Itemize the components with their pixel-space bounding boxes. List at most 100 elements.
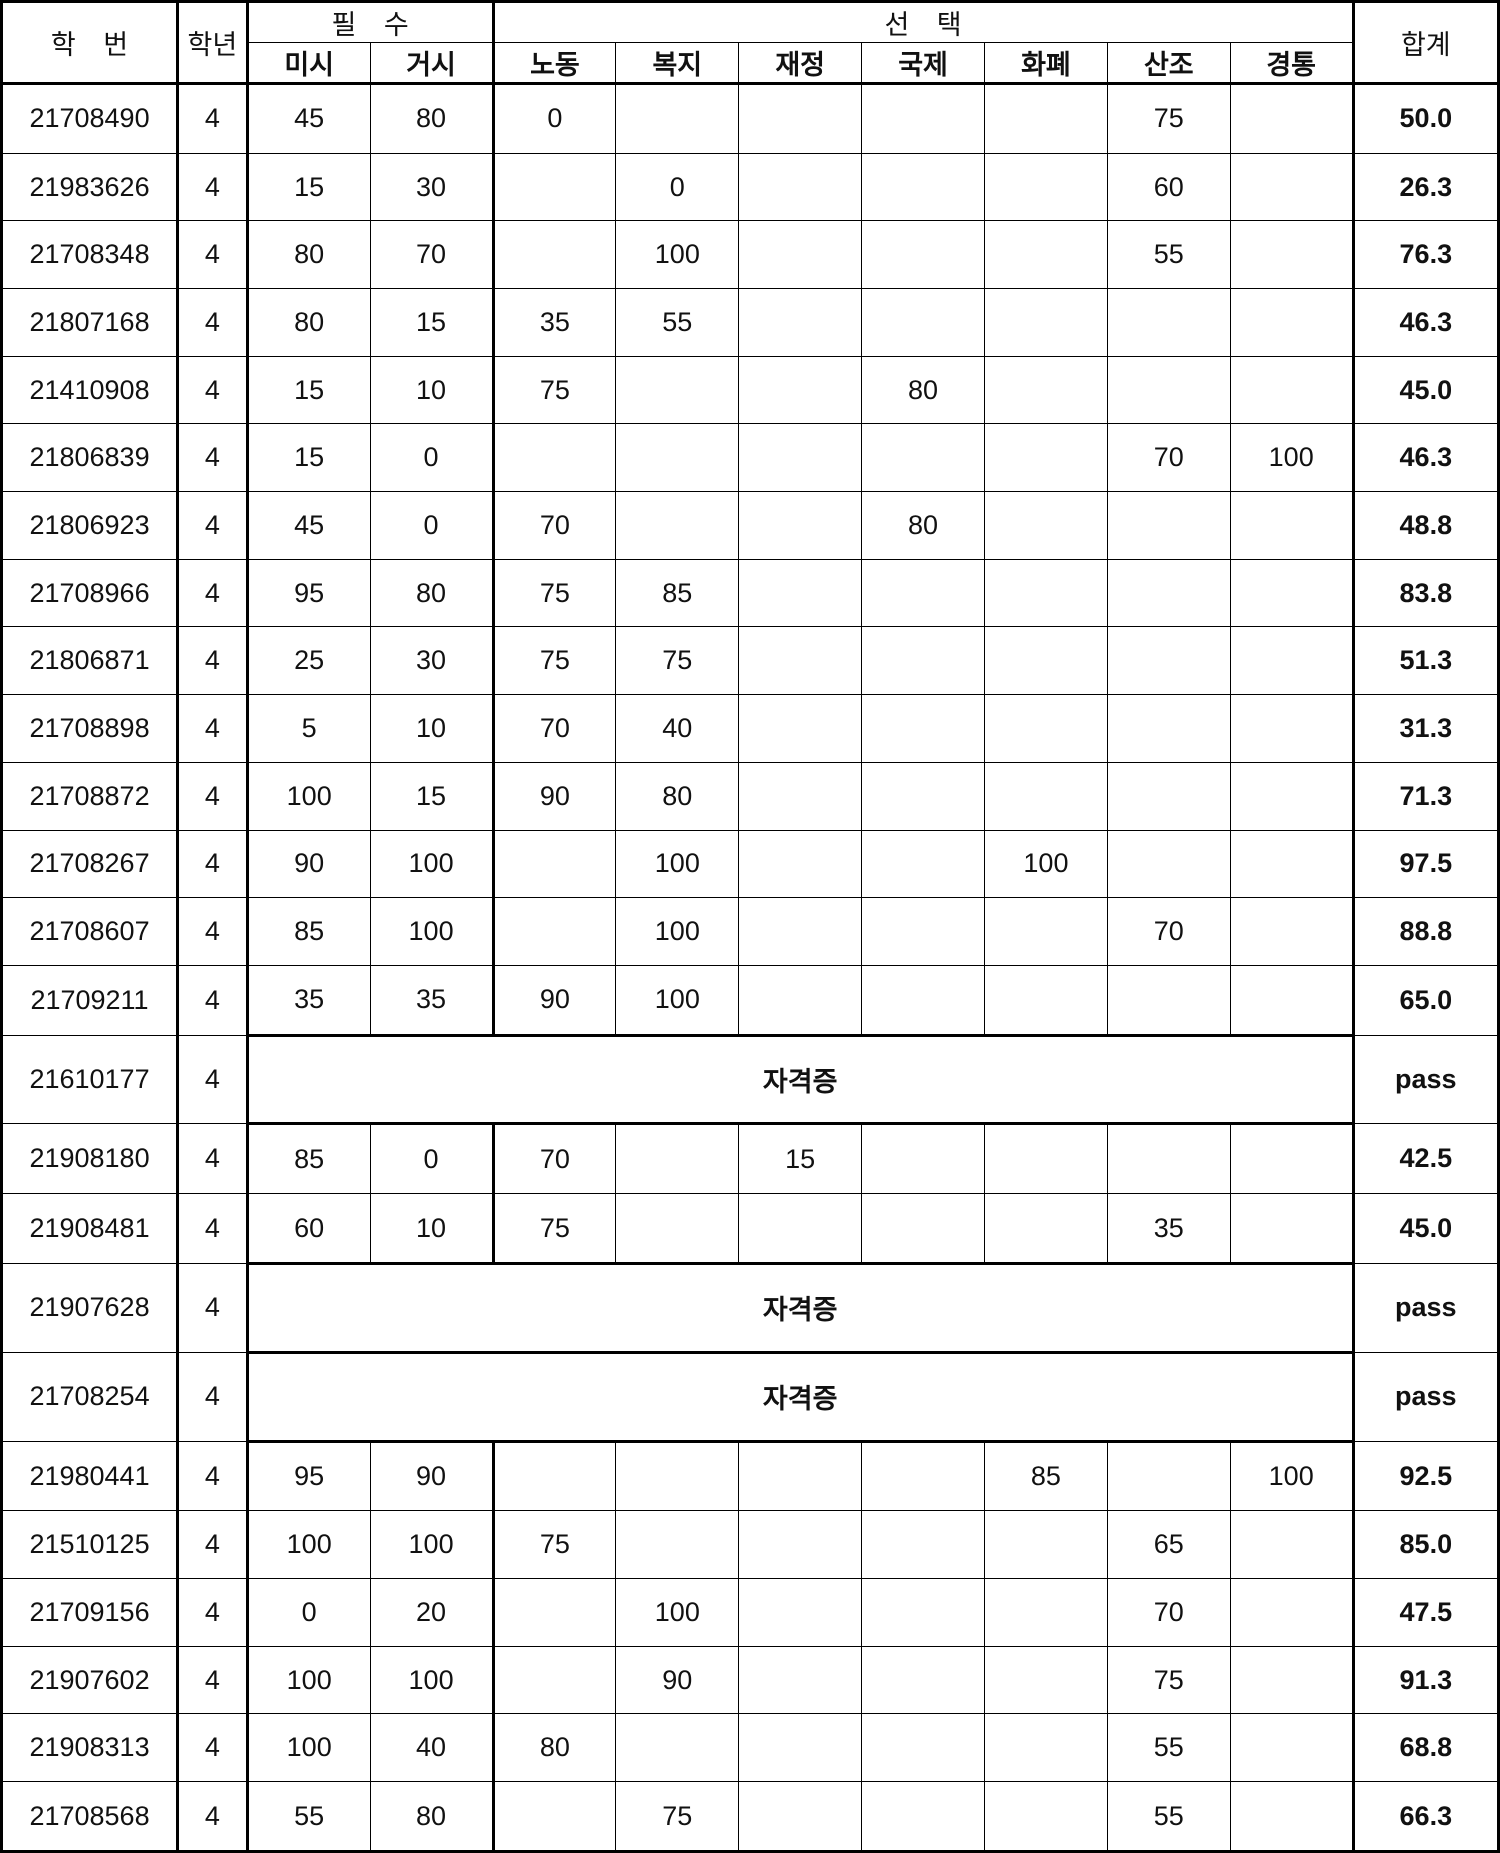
table-row: 21807168 4 80 15 35 55 46.3 (0, 288, 1500, 357)
cell-student-id: 21708898 (0, 694, 180, 763)
cell-score-macro: 0 (369, 1123, 495, 1195)
table-row: 21708254 4 자격증 pass (0, 1350, 1500, 1443)
cell-score-finance (738, 694, 863, 763)
cell-total: 47.5 (1352, 1578, 1500, 1647)
cell-score-macro: 100 (369, 829, 495, 899)
cell-score-industrial (1106, 1440, 1231, 1512)
cell-score-welfare: 100 (615, 220, 740, 290)
cell-student-id: 21709211 (0, 964, 180, 1036)
cell-total: pass (1352, 1263, 1500, 1353)
cell-score-international (861, 288, 985, 357)
cell-year: 4 (177, 964, 249, 1036)
cell-score-econometrics (1229, 355, 1355, 425)
cell-score-welfare: 75 (615, 1781, 740, 1853)
cell-score-micro: 85 (246, 897, 371, 966)
table-row: 21806923 4 45 0 70 80 48.8 (0, 491, 1500, 560)
cell-score-welfare: 100 (615, 829, 740, 899)
cell-score-labor (492, 1578, 617, 1647)
cell-score-finance (738, 288, 863, 357)
cell-score-welfare: 100 (615, 1578, 740, 1647)
cell-score-welfare (615, 1123, 740, 1195)
cell-score-micro: 90 (246, 829, 371, 899)
cell-score-micro: 95 (246, 558, 371, 628)
cell-score-labor: 70 (492, 1123, 617, 1195)
cell-score-finance (738, 1578, 863, 1647)
cell-total: 92.5 (1352, 1440, 1500, 1512)
cell-year: 4 (177, 83, 249, 154)
table-row: 21708490 4 45 80 0 75 50.0 (0, 83, 1500, 154)
table-row: 21708348 4 80 70 100 55 76.3 (0, 220, 1500, 290)
cell-score-labor (492, 1645, 617, 1715)
cell-score-industrial: 55 (1106, 220, 1231, 290)
cell-score-welfare (615, 491, 740, 560)
cell-score-labor: 75 (492, 626, 617, 696)
cell-score-econometrics (1229, 626, 1355, 696)
column-header-industrial: 산조 (1106, 42, 1231, 85)
cell-score-micro: 15 (246, 355, 371, 425)
cell-score-labor: 75 (492, 355, 617, 425)
table-row: 21908180 4 85 0 70 15 42.5 (0, 1123, 1500, 1195)
cell-score-money (984, 1578, 1108, 1647)
table-row: 21708568 4 55 80 75 55 66.3 (0, 1781, 1500, 1853)
cell-total: 66.3 (1352, 1781, 1500, 1853)
cell-score-macro: 80 (369, 83, 495, 154)
cell-score-econometrics (1229, 220, 1355, 290)
cell-score-labor: 35 (492, 288, 617, 357)
cell-score-international (861, 761, 985, 831)
cell-score-money (984, 1713, 1108, 1783)
cell-score-labor: 90 (492, 761, 617, 831)
cell-score-international (861, 1510, 985, 1580)
cell-score-finance (738, 1440, 863, 1512)
cell-score-money (984, 288, 1108, 357)
cell-total: 71.3 (1352, 761, 1500, 831)
cell-score-welfare: 85 (615, 558, 740, 628)
cell-score-international (861, 1193, 985, 1264)
cell-score-industrial: 65 (1106, 1510, 1231, 1580)
cell-score-labor (492, 152, 617, 222)
cell-score-econometrics (1229, 558, 1355, 628)
cell-student-id: 21708872 (0, 761, 180, 831)
cell-score-money (984, 355, 1108, 425)
column-header-welfare: 복지 (615, 42, 740, 85)
table-row: 21806839 4 15 0 70 100 46.3 (0, 423, 1500, 493)
cell-score-micro: 15 (246, 152, 371, 222)
cell-score-international (861, 626, 985, 696)
cell-certificate: 자격증 (246, 1033, 1355, 1126)
table-row: 21410908 4 15 10 75 80 45.0 (0, 355, 1500, 425)
cell-score-micro: 100 (246, 1645, 371, 1715)
header-row-subjects: 미시 거시 노동 복지 재정 국제 화폐 산조 경통 (2, 42, 1499, 85)
column-header-econometrics: 경통 (1229, 42, 1355, 85)
cell-score-micro: 45 (246, 83, 371, 154)
cell-score-international (861, 1578, 985, 1647)
cell-total: 26.3 (1352, 152, 1500, 222)
cell-score-industrial (1106, 491, 1231, 560)
cell-score-labor (492, 1440, 617, 1512)
table-row: 21709156 4 0 20 100 70 47.5 (0, 1578, 1500, 1647)
table-row: 21983626 4 15 30 0 60 26.3 (0, 152, 1500, 222)
cell-score-econometrics (1229, 1193, 1355, 1264)
table-row: 21908313 4 100 40 80 55 68.8 (0, 1713, 1500, 1783)
cell-student-id: 21510125 (0, 1510, 180, 1580)
cell-score-international (861, 220, 985, 290)
cell-student-id: 21908481 (0, 1193, 180, 1264)
table-row: 21980441 4 95 90 85 100 92.5 (0, 1440, 1500, 1512)
cell-year: 4 (177, 1578, 249, 1647)
cell-total: 31.3 (1352, 694, 1500, 763)
cell-score-finance: 15 (738, 1123, 863, 1195)
cell-score-international (861, 423, 985, 493)
cell-year: 4 (177, 491, 249, 560)
cell-student-id: 21610177 (0, 1034, 180, 1125)
cell-year: 4 (177, 694, 249, 763)
cell-score-macro: 80 (369, 558, 495, 628)
cell-student-id: 21708607 (0, 897, 180, 966)
cell-score-finance (738, 761, 863, 831)
cell-score-labor: 70 (492, 491, 617, 560)
cell-total: 45.0 (1352, 1193, 1500, 1264)
cell-student-id: 21908313 (0, 1713, 180, 1783)
cell-score-labor: 70 (492, 694, 617, 763)
cell-score-money (984, 626, 1108, 696)
cell-score-micro: 80 (246, 220, 371, 290)
cell-score-welfare (615, 1510, 740, 1580)
cell-score-international (861, 1440, 985, 1512)
cell-certificate: 자격증 (246, 1262, 1355, 1354)
